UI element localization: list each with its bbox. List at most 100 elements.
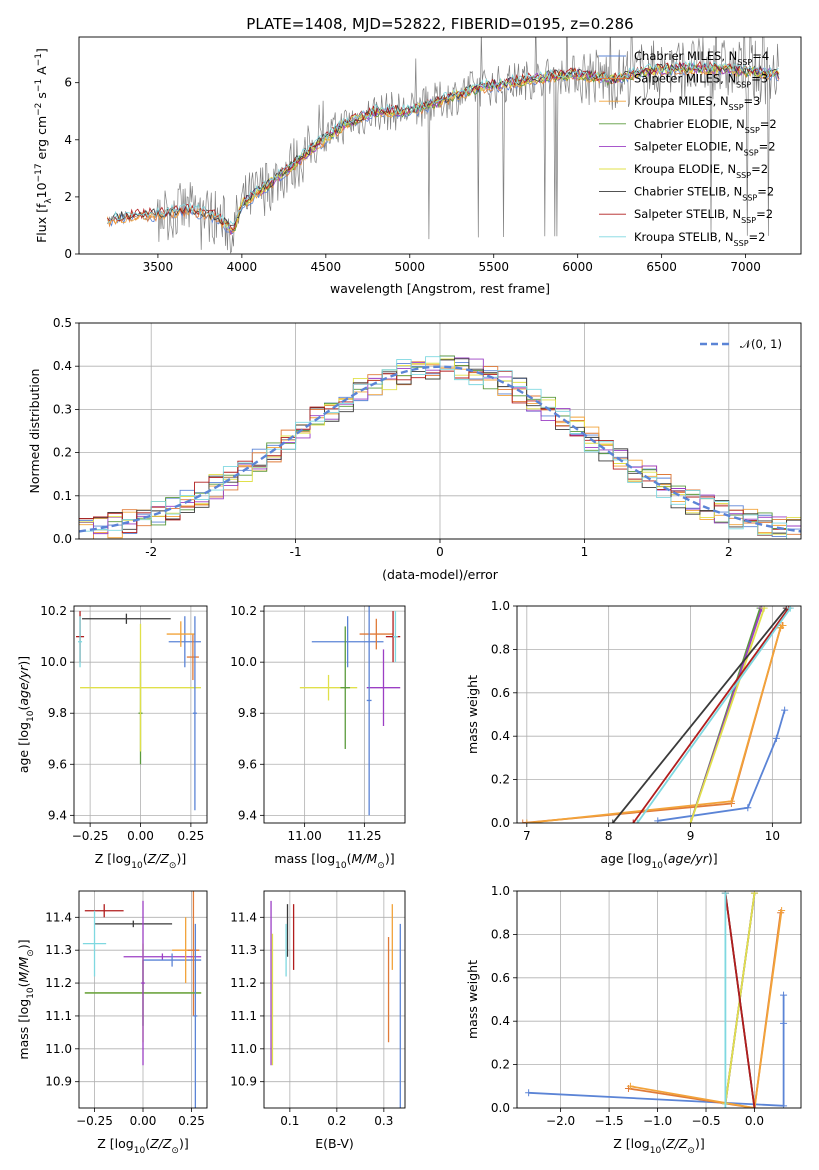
- y-tick-label: 9.4: [48, 808, 67, 822]
- x-axis-label: Z [log10(Z/Z⊙)]: [95, 851, 186, 871]
- y-tick-label: 10.2: [40, 604, 67, 618]
- weight-line-chabrier-stelib: [612, 607, 788, 823]
- weight-marker: [779, 622, 787, 630]
- figure-title: PLATE=1408, MJD=52822, FIBERID=0195, z=0…: [246, 15, 633, 33]
- y-tick-label: 10.0: [230, 655, 257, 669]
- legend-label: Kroupa STELIB, NSSP=2: [634, 230, 765, 248]
- y-tick-label: 10.2: [230, 604, 257, 618]
- x-tick-label: −0.25: [72, 829, 109, 843]
- x-tick-label: −2.0: [546, 1114, 575, 1128]
- x-tick-label: 0.25: [178, 829, 205, 843]
- x-axis-label: age [log10(age/yr)]: [600, 851, 717, 871]
- weight-marker: [750, 1104, 758, 1108]
- x-tick-label: 0.1: [280, 1114, 299, 1128]
- plot-area: [107, 37, 780, 254]
- axes-weight-vs-Z: −2.0 −1.5 −1.0 −0.5 0.0 0.0 0.2 0.4 0.6 0.8 1.0 Z […: [465, 884, 802, 1156]
- weight-marker: [633, 819, 641, 823]
- y-tick-label: 9.4: [238, 808, 257, 822]
- y-tick-label: 6: [64, 76, 72, 90]
- y-tick-label: 0.4: [53, 359, 72, 373]
- y-tick-label: 0.5: [53, 316, 72, 330]
- x-axis-label: wavelength [Angstrom, rest frame]: [330, 281, 550, 296]
- x-axis-label: mass [log10(M/M⊙)]: [274, 851, 394, 871]
- y-tick-label: 10.0: [40, 655, 67, 669]
- weight-marker: [721, 891, 729, 897]
- y-axis-label: mass [log10(M/M⊙)]: [16, 939, 36, 1059]
- y-tick-label: 2: [64, 190, 72, 204]
- data-spectrum-line: [107, 37, 779, 254]
- y-tick-label: 9.8: [48, 706, 67, 720]
- y-tick-label: 0.4: [491, 729, 510, 743]
- x-tick-label: -2: [145, 545, 157, 559]
- y-tick-label: 0.3: [53, 402, 72, 416]
- y-tick-label: 0.2: [491, 773, 510, 787]
- axes-mass-vs-Z: −0.25 0.00 0.25 10.9 11.0 11.1 11.2 11.3 11.4 Z […: [16, 890, 208, 1156]
- y-tick-label: 11.1: [45, 1009, 72, 1023]
- x-tick-label: 1: [581, 545, 589, 559]
- weight-marker: [750, 891, 758, 897]
- y-tick-label: 0.2: [53, 446, 72, 460]
- x-tick-label: 0.0: [745, 1114, 764, 1128]
- plot-area: [79, 355, 801, 539]
- weight-marker: [525, 1089, 533, 1097]
- x-tick-label: 6000: [562, 260, 593, 274]
- y-tick-label: 11.0: [230, 1042, 257, 1056]
- legend-label: Chabrier STELIB, NSSP=2: [634, 185, 774, 203]
- plot-area: [525, 891, 788, 1108]
- weight-marker: [781, 706, 789, 714]
- y-tick-label: 11.1: [230, 1009, 257, 1023]
- weight-marker: [626, 1082, 634, 1090]
- x-tick-label: 7: [523, 829, 531, 843]
- axes-frame: [263, 605, 406, 824]
- weight-marker: [629, 819, 637, 823]
- weight-line-salpeter-miles: [522, 624, 783, 823]
- axes-frame: [78, 890, 208, 1109]
- weight-line-salpeter-stelib: [632, 607, 790, 823]
- y-tick-label: 0.0: [53, 532, 72, 546]
- weight-marker: [786, 606, 794, 612]
- y-tick-label: 11.2: [45, 976, 72, 990]
- x-tick-label: 9: [687, 829, 695, 843]
- x-tick-label: 10: [765, 829, 780, 843]
- x-axis-label: E(B-V): [315, 1136, 354, 1151]
- y-tick-label: 11.3: [230, 943, 257, 957]
- axes-frame: [78, 322, 802, 540]
- x-tick-label: −0.5: [691, 1114, 720, 1128]
- x-tick-label: 8: [605, 829, 613, 843]
- y-tick-label: 0.6: [491, 971, 510, 985]
- x-tick-label: 0.25: [178, 1114, 205, 1128]
- plot-area: [76, 611, 201, 811]
- y-axis-label: mass weight: [465, 960, 480, 1039]
- legend-label: Chabrier MILES, NSSP=4: [634, 49, 769, 67]
- y-tick-label: 9.8: [238, 706, 257, 720]
- weight-line-kroupa-elodie: [689, 607, 766, 823]
- y-tick-label: 0.8: [491, 927, 510, 941]
- x-tick-label: 4000: [227, 260, 258, 274]
- y-tick-label: 0.1: [53, 489, 72, 503]
- axes-frame: [263, 890, 406, 1109]
- weight-line-chabrier-miles: [528, 995, 785, 1107]
- x-tick-label: 3500: [143, 260, 174, 274]
- y-tick-label: 0.2: [491, 1058, 510, 1072]
- x-tick-label: 0.00: [127, 829, 154, 843]
- y-tick-label: 11.4: [230, 910, 257, 924]
- x-tick-label: 0.3: [374, 1114, 393, 1128]
- y-tick-label: 1.0: [491, 884, 510, 898]
- x-axis-label: Z [log10(Z/Z⊙)]: [613, 1136, 704, 1156]
- plot-area: [519, 606, 794, 823]
- weight-marker: [760, 606, 768, 612]
- x-axis-label: Z [log10(Z/Z⊙)]: [97, 1136, 188, 1156]
- plots-layer: 3500 4000 4500 5000 5500 6000 6500 7000 0 2 4 6 wave…: [16, 36, 802, 1156]
- x-tick-label: 6500: [646, 260, 677, 274]
- y-tick-label: 0.4: [491, 1014, 510, 1028]
- weight-marker: [519, 819, 527, 823]
- x-tick-label: 5000: [395, 260, 426, 274]
- weight-marker: [772, 734, 780, 742]
- y-tick-label: 1.0: [491, 599, 510, 613]
- x-tick-label: 4500: [311, 260, 342, 274]
- y-tick-label: 10.9: [45, 1075, 72, 1089]
- axes-frame: [516, 890, 802, 1109]
- weight-line-chabrier-miles: [657, 709, 786, 822]
- hist-step-salpeter-stelib: [79, 370, 801, 539]
